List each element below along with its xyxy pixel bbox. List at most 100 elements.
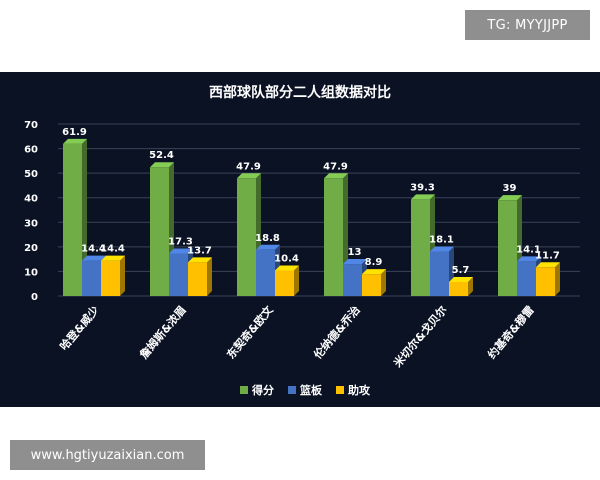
data-label: 8.9 bbox=[365, 257, 383, 268]
bar-side bbox=[555, 262, 560, 296]
bar-top bbox=[101, 255, 125, 261]
data-label: 14.1 bbox=[516, 244, 541, 255]
watermark-bottom: www.hgtiyuzaixian.com bbox=[10, 440, 205, 470]
bar-side bbox=[468, 276, 473, 296]
y-axis: 0 10 20 30 40 50 60 70 bbox=[24, 120, 38, 303]
bar-top bbox=[324, 173, 348, 179]
bar-top bbox=[169, 248, 193, 254]
gridlines bbox=[58, 123, 580, 297]
legend-item: 篮板 bbox=[288, 383, 323, 397]
bar-front bbox=[536, 267, 555, 296]
x-axis: 哈登&威少 詹姆斯&浓眉 东契奇&欧文 伦纳德&乔治 米切尔&戈贝尔 约基奇&穆雷 bbox=[57, 302, 537, 370]
bar-top bbox=[256, 244, 280, 250]
bar-top bbox=[237, 173, 261, 179]
legend-swatch bbox=[240, 386, 248, 394]
y-tick-label: 50 bbox=[24, 169, 38, 180]
y-tick-label: 40 bbox=[24, 194, 38, 205]
y-tick-label: 20 bbox=[24, 243, 38, 254]
bar-top bbox=[536, 262, 560, 268]
watermark-top: TG: MYYJJPP bbox=[465, 10, 590, 40]
bar-front bbox=[498, 200, 517, 296]
y-tick-label: 70 bbox=[24, 120, 38, 131]
bar-front bbox=[63, 143, 82, 296]
bar-front bbox=[449, 281, 468, 296]
bar-top bbox=[411, 194, 435, 200]
data-label: 39 bbox=[503, 183, 517, 194]
data-label: 14.4 bbox=[81, 244, 106, 255]
bar-front bbox=[101, 260, 120, 296]
data-label: 10.4 bbox=[274, 253, 299, 264]
bar-front bbox=[324, 178, 343, 296]
bar-top bbox=[498, 195, 522, 201]
bar-front bbox=[169, 253, 188, 296]
data-label: 11.7 bbox=[535, 250, 560, 261]
bar-top bbox=[275, 265, 299, 271]
chart-panel: 西部球队部分二人组数据对比 0 10 20 30 40 50 60 70 61.9 14.4 14… bbox=[0, 72, 600, 407]
bars: 61.9 14.414.4 52.4 17.313.7 47.9 18.8 10.4 47.9… bbox=[62, 127, 560, 296]
bar-top bbox=[430, 246, 454, 252]
bar-top bbox=[150, 162, 174, 168]
bar-top bbox=[82, 255, 106, 261]
data-label: 61.9 bbox=[62, 127, 87, 138]
bar-side bbox=[120, 255, 125, 296]
bar-front bbox=[150, 167, 169, 296]
data-label: 18.8 bbox=[255, 233, 280, 244]
bar-side bbox=[294, 265, 299, 296]
bar-front bbox=[362, 274, 381, 296]
bar-front bbox=[275, 270, 294, 296]
legend-item: 得分 bbox=[240, 383, 274, 397]
data-label: 52.4 bbox=[149, 150, 174, 161]
x-tick-label: 詹姆斯&浓眉 bbox=[137, 303, 189, 361]
bar-top bbox=[188, 257, 212, 263]
x-tick-label: 约基奇&穆雷 bbox=[485, 303, 537, 361]
bar-front bbox=[82, 260, 101, 296]
legend: 得分 篮板 助攻 bbox=[240, 383, 371, 397]
legend-label: 得分 bbox=[251, 383, 274, 397]
data-label: 13 bbox=[348, 247, 362, 258]
data-label: 13.7 bbox=[187, 245, 212, 256]
bar-1-2 bbox=[188, 257, 212, 296]
y-tick-label: 0 bbox=[31, 292, 38, 303]
y-tick-label: 60 bbox=[24, 145, 38, 156]
bar-front bbox=[430, 251, 449, 296]
bar-top bbox=[449, 276, 473, 282]
x-tick-label: 哈登&威少 bbox=[57, 303, 102, 353]
data-label: 39.3 bbox=[410, 182, 435, 193]
x-tick-label: 米切尔&戈贝尔 bbox=[390, 303, 450, 371]
legend-label: 助攻 bbox=[348, 383, 371, 397]
data-label: 14.4 bbox=[100, 244, 125, 255]
bar-top bbox=[63, 138, 87, 144]
bar-front bbox=[343, 264, 362, 296]
legend-item: 助攻 bbox=[336, 383, 371, 397]
data-label: 5.7 bbox=[452, 265, 470, 276]
bar-side bbox=[82, 138, 87, 296]
legend-swatch bbox=[288, 386, 296, 394]
legend-label: 篮板 bbox=[299, 383, 323, 397]
bar-3-2 bbox=[362, 269, 386, 296]
bar-front bbox=[237, 178, 256, 296]
bar-front bbox=[517, 261, 536, 296]
bar-2-2 bbox=[275, 265, 299, 296]
x-tick-label: 东契奇&欧文 bbox=[224, 302, 277, 361]
bar-top bbox=[343, 259, 367, 265]
bar-top bbox=[362, 269, 386, 275]
bar-front bbox=[411, 199, 430, 296]
bar-top bbox=[517, 256, 541, 262]
bar-front bbox=[256, 249, 275, 296]
bar-5-2 bbox=[536, 262, 560, 296]
x-tick-label: 伦纳德&乔治 bbox=[311, 303, 363, 361]
data-label: 47.9 bbox=[236, 161, 261, 172]
data-label: 17.3 bbox=[168, 236, 193, 247]
bar-side bbox=[207, 257, 212, 296]
y-tick-label: 30 bbox=[24, 218, 38, 229]
bar-front bbox=[188, 262, 207, 296]
bar-3-1 bbox=[343, 259, 367, 296]
bar-0-2 bbox=[101, 255, 125, 296]
y-tick-label: 10 bbox=[24, 267, 38, 278]
bar-0-0 bbox=[63, 138, 87, 296]
data-label: 18.1 bbox=[429, 235, 454, 246]
chart-title: 西部球队部分二人组数据对比 bbox=[209, 84, 391, 101]
legend-swatch bbox=[336, 386, 344, 394]
bar-4-2 bbox=[449, 276, 473, 296]
